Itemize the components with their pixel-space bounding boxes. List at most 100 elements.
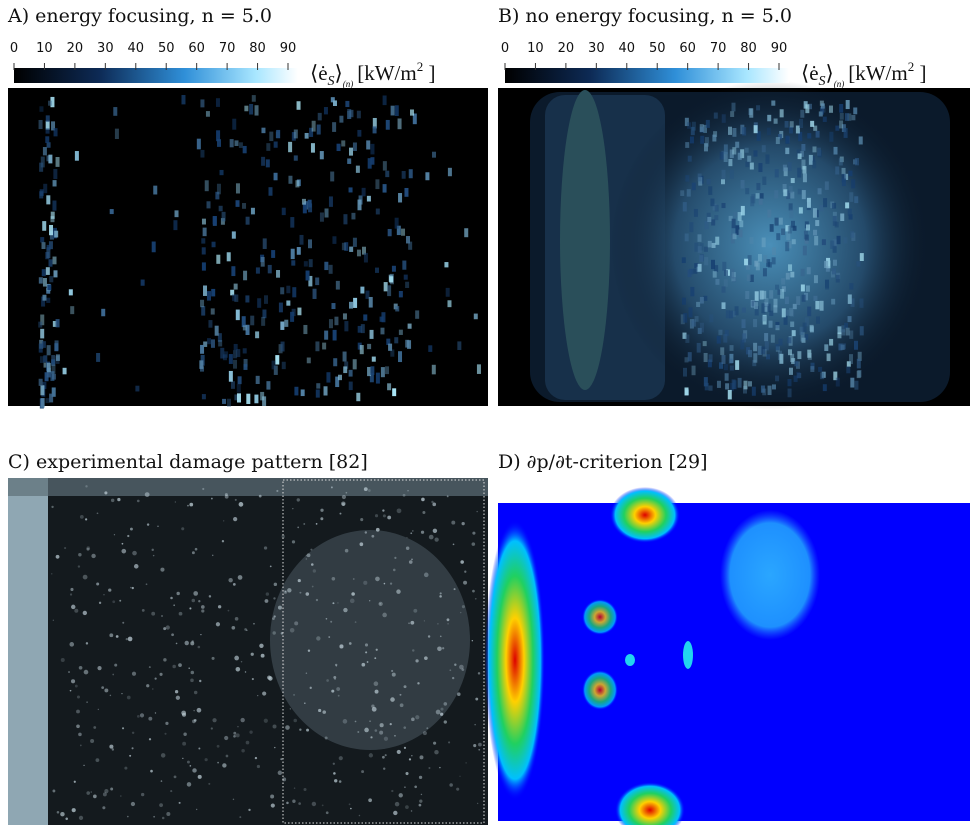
speckle xyxy=(186,782,192,787)
speckle xyxy=(344,361,349,369)
speckle xyxy=(382,612,387,618)
speckle xyxy=(761,237,766,248)
speckle xyxy=(262,691,267,696)
speckle xyxy=(299,591,302,594)
speckle xyxy=(232,294,237,302)
speckle xyxy=(50,211,55,219)
speckle xyxy=(348,187,353,193)
speckle xyxy=(293,787,296,789)
speckle xyxy=(787,162,792,171)
speckle xyxy=(394,735,396,737)
colorbar-tick-label: 70 xyxy=(219,41,236,56)
speckle xyxy=(280,632,284,635)
speckle xyxy=(791,330,796,337)
speckle xyxy=(389,276,394,283)
speckle xyxy=(373,681,379,687)
speckle xyxy=(785,225,790,232)
speckle xyxy=(232,798,235,801)
speckle xyxy=(41,242,46,250)
speckle xyxy=(370,157,375,165)
speckle xyxy=(365,290,370,299)
speckle xyxy=(200,299,205,308)
colorbar-tick-label: 80 xyxy=(249,41,266,56)
speckle xyxy=(805,104,810,114)
speckle xyxy=(703,377,708,387)
speckle xyxy=(305,592,310,596)
speckle xyxy=(856,358,861,369)
speckle xyxy=(174,210,179,218)
speckle xyxy=(316,124,321,135)
speckle xyxy=(335,280,340,290)
speckle xyxy=(714,204,719,212)
speckle xyxy=(760,385,765,393)
colorbar-label-part: (n) xyxy=(343,79,354,89)
speckle xyxy=(786,190,791,200)
speckle xyxy=(40,328,45,339)
colorbar-label-part: S xyxy=(328,74,335,89)
speckle xyxy=(291,540,296,544)
speckle xyxy=(408,241,413,250)
speckle xyxy=(687,122,692,129)
speckle xyxy=(53,128,58,137)
speckle xyxy=(756,131,761,141)
speckle xyxy=(260,391,265,401)
speckle xyxy=(78,815,84,821)
speckle xyxy=(349,109,354,118)
speckle xyxy=(475,697,479,701)
speckle xyxy=(211,554,214,557)
speckle xyxy=(461,668,465,672)
speckle xyxy=(366,661,369,663)
speckle xyxy=(201,218,206,225)
speckle xyxy=(380,367,385,378)
speckle xyxy=(273,141,278,148)
speckle xyxy=(300,389,305,397)
speckle xyxy=(745,264,750,270)
speckle xyxy=(399,693,402,696)
speckle xyxy=(840,213,845,222)
speckle xyxy=(810,366,815,372)
speckle xyxy=(296,179,301,187)
speckle xyxy=(245,324,250,335)
speckle xyxy=(797,188,802,195)
speckle xyxy=(774,190,779,199)
speckle xyxy=(708,385,713,391)
speckle xyxy=(39,162,44,172)
speckle xyxy=(352,142,357,151)
speckle xyxy=(858,136,863,145)
speckle xyxy=(127,815,129,818)
speckle xyxy=(813,125,818,131)
speckle xyxy=(848,214,853,220)
speckle xyxy=(257,298,262,308)
speckle xyxy=(46,244,51,251)
speckle xyxy=(418,775,423,780)
speckle xyxy=(725,383,730,390)
speckle xyxy=(848,354,853,365)
speckle xyxy=(682,332,687,339)
speckle xyxy=(763,255,768,263)
speckle xyxy=(260,256,265,267)
speckle xyxy=(245,216,250,225)
speckle xyxy=(244,628,247,631)
speckle xyxy=(821,106,826,113)
speckle xyxy=(76,695,80,699)
speckle xyxy=(90,791,93,793)
speckle xyxy=(739,220,744,228)
speckle xyxy=(715,278,720,285)
speckle xyxy=(268,187,273,196)
speckle xyxy=(210,497,213,500)
speckle xyxy=(735,141,740,148)
speckle xyxy=(114,663,118,667)
speckle xyxy=(703,143,708,152)
speckle xyxy=(826,353,831,362)
speckle xyxy=(53,168,58,180)
speckle xyxy=(320,508,324,512)
speckle xyxy=(832,202,837,209)
speckle xyxy=(812,160,817,169)
speckle xyxy=(210,308,215,315)
speckle xyxy=(70,306,75,315)
speckle xyxy=(796,149,801,157)
photo-edge xyxy=(8,478,48,825)
speckle xyxy=(165,625,170,630)
speckle xyxy=(194,547,198,551)
speckle xyxy=(746,274,751,282)
